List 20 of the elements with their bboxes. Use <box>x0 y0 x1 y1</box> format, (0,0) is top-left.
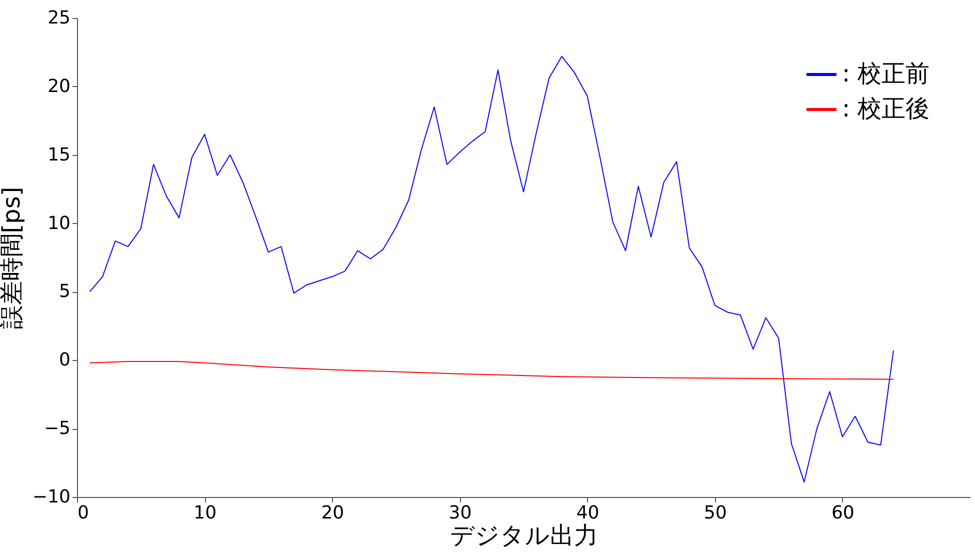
y-tick-label: 20 <box>48 76 70 97</box>
x-tick-label: 0 <box>78 502 89 524</box>
x-tick-label: 60 <box>831 502 854 524</box>
y-tick-label: 10 <box>48 212 70 234</box>
y-tick-label: 15 <box>48 144 70 166</box>
x-tick-label: 10 <box>194 502 217 524</box>
x-tick-label: 20 <box>321 502 344 524</box>
legend-label: : 校正前 <box>842 60 930 88</box>
y-tick-label: 0 <box>59 350 70 371</box>
line-series <box>89 361 894 380</box>
legend-label: : 校正後 <box>842 94 930 122</box>
x-tick-label: 50 <box>704 502 727 524</box>
y-tick-label: −10 <box>32 486 70 508</box>
y-tick-label: −5 <box>44 418 70 440</box>
x-tick-label: 30 <box>448 502 472 524</box>
y-tick-label: 25 <box>48 8 70 28</box>
y-tick-label: 5 <box>59 281 70 302</box>
y-axis-title: 誤差時間[ps] <box>0 186 26 330</box>
x-axis-title: デジタル出力 <box>450 522 598 550</box>
x-tick-label: 40 <box>576 502 600 524</box>
